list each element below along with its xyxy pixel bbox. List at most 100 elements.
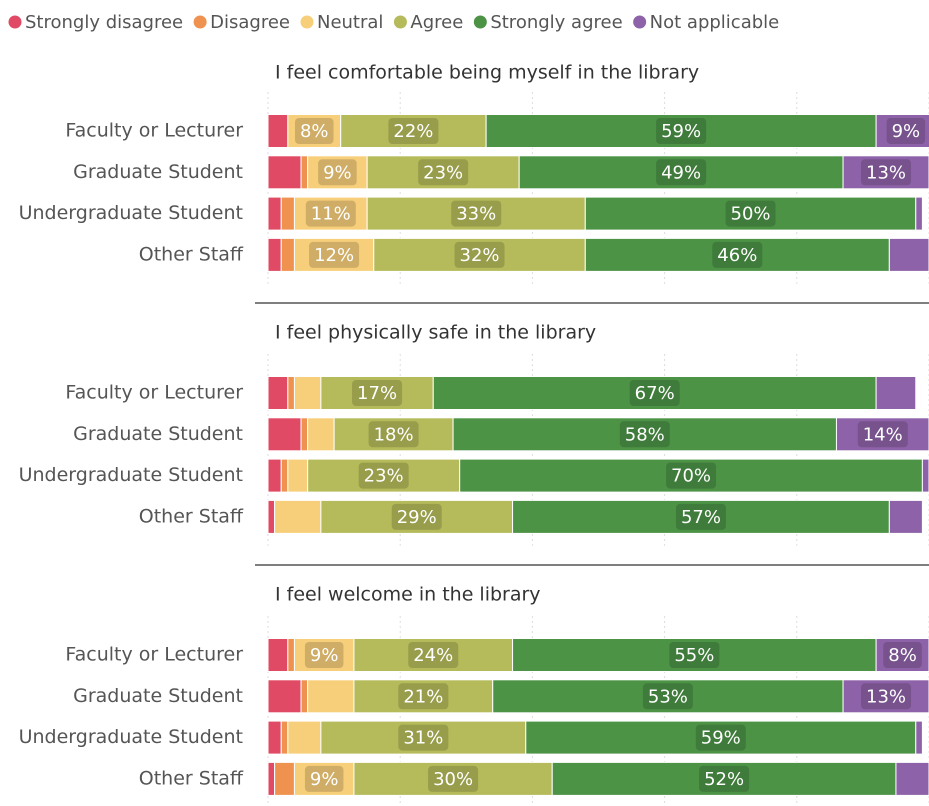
value-label: 30% bbox=[433, 769, 473, 790]
bar-segment bbox=[875, 638, 929, 672]
value-label: 22% bbox=[393, 121, 433, 142]
bar-segment bbox=[307, 417, 335, 452]
bar-segment bbox=[267, 417, 302, 452]
bar-segment bbox=[274, 499, 322, 534]
value-label: 59% bbox=[701, 728, 741, 749]
bar-segment bbox=[267, 114, 289, 148]
bar-segment bbox=[512, 638, 877, 672]
value-label: 50% bbox=[731, 204, 771, 225]
value-label-bg bbox=[352, 380, 403, 406]
legend-label: Strongly disagree bbox=[25, 12, 183, 33]
bar-segment bbox=[280, 237, 295, 272]
value-label: 58% bbox=[625, 424, 665, 445]
value-label-bg bbox=[304, 765, 344, 792]
value-label-bg bbox=[619, 421, 670, 448]
category-label: Other Staff bbox=[139, 767, 244, 789]
legend-label: Strongly agree bbox=[490, 12, 622, 33]
bar-segment bbox=[512, 499, 890, 534]
category-label: Faculty or Lecturer bbox=[65, 120, 243, 142]
value-label-bg bbox=[642, 683, 693, 710]
bar-segment bbox=[452, 417, 837, 452]
bar-segment bbox=[432, 376, 877, 410]
value-label: 23% bbox=[364, 466, 404, 487]
chart-title: I feel welcome in the library bbox=[275, 584, 541, 606]
value-label: 52% bbox=[704, 769, 744, 790]
category-label: Undergraduate Student bbox=[19, 464, 243, 486]
value-label: 12% bbox=[314, 245, 354, 266]
value-label: 59% bbox=[661, 121, 701, 142]
bar-segment bbox=[267, 237, 282, 272]
bar-segment bbox=[307, 679, 355, 714]
value-label: 29% bbox=[397, 507, 437, 528]
legend-label: Not applicable bbox=[650, 12, 780, 33]
bar-segment bbox=[267, 376, 289, 410]
bar-segment bbox=[293, 638, 355, 672]
value-label-bg bbox=[368, 421, 419, 448]
value-label-bg bbox=[408, 642, 459, 668]
value-label: 33% bbox=[456, 204, 496, 225]
legend-marker bbox=[8, 15, 22, 29]
bar-segment bbox=[267, 196, 282, 231]
bar-segment bbox=[293, 196, 368, 231]
bar-segment bbox=[888, 499, 923, 534]
legend-marker bbox=[300, 15, 314, 29]
bar-segment bbox=[307, 155, 368, 190]
bar-segment bbox=[267, 720, 282, 755]
value-label-bg bbox=[391, 503, 442, 530]
value-label-bg bbox=[388, 118, 439, 144]
bar-segment bbox=[287, 638, 295, 672]
value-label-bg bbox=[418, 159, 469, 186]
value-label: 23% bbox=[423, 162, 463, 183]
bar-segment bbox=[267, 458, 282, 493]
legend-label: Disagree bbox=[210, 12, 290, 33]
bar-segment bbox=[340, 114, 487, 148]
value-label-bg bbox=[861, 683, 912, 710]
category-label: Other Staff bbox=[139, 505, 244, 527]
chart-title: I feel comfortable being myself in the l… bbox=[275, 62, 699, 84]
value-label-bg bbox=[669, 642, 720, 668]
bar-segment bbox=[842, 679, 929, 714]
bar-segment bbox=[353, 638, 514, 672]
value-label-bg bbox=[712, 241, 763, 268]
bar-segment bbox=[584, 196, 917, 231]
bar-segment bbox=[267, 679, 302, 714]
value-label-bg bbox=[666, 462, 717, 489]
value-label-bg bbox=[656, 159, 707, 186]
value-label: 11% bbox=[311, 204, 351, 225]
legend-marker bbox=[393, 15, 407, 29]
bar-segment bbox=[875, 114, 929, 148]
value-label: 46% bbox=[717, 245, 757, 266]
bar-segment bbox=[293, 376, 322, 410]
bar-segment bbox=[267, 761, 276, 796]
bar-segment bbox=[267, 155, 302, 190]
bar-segment bbox=[888, 237, 929, 272]
value-label-bg bbox=[305, 200, 356, 227]
bar-segment bbox=[875, 376, 917, 410]
value-label-bg bbox=[629, 380, 680, 406]
category-label: Faculty or Lecturer bbox=[65, 382, 243, 404]
bar-segment bbox=[915, 196, 923, 231]
value-label: 9% bbox=[310, 769, 339, 790]
value-label: 13% bbox=[866, 686, 906, 707]
value-label: 8% bbox=[300, 121, 329, 142]
bar-segment bbox=[293, 761, 355, 796]
category-label: Undergraduate Student bbox=[19, 726, 243, 748]
bar-segment bbox=[373, 237, 586, 272]
bar-segment bbox=[320, 720, 527, 755]
value-label-bg bbox=[309, 241, 360, 268]
value-label-bg bbox=[304, 642, 344, 668]
bar-segment bbox=[915, 720, 923, 755]
value-label: 53% bbox=[648, 686, 688, 707]
bar-segment bbox=[353, 761, 553, 796]
chart-title: I feel physically safe in the library bbox=[275, 322, 596, 344]
value-label-bg bbox=[358, 462, 409, 489]
value-label: 18% bbox=[374, 424, 414, 445]
value-label: 8% bbox=[888, 645, 917, 666]
category-label: Other Staff bbox=[139, 243, 244, 265]
category-label: Undergraduate Student bbox=[19, 202, 243, 224]
value-label: 70% bbox=[671, 466, 711, 487]
value-label-bg bbox=[699, 765, 750, 792]
bar-segment bbox=[353, 679, 494, 714]
value-label-bg bbox=[886, 118, 926, 144]
